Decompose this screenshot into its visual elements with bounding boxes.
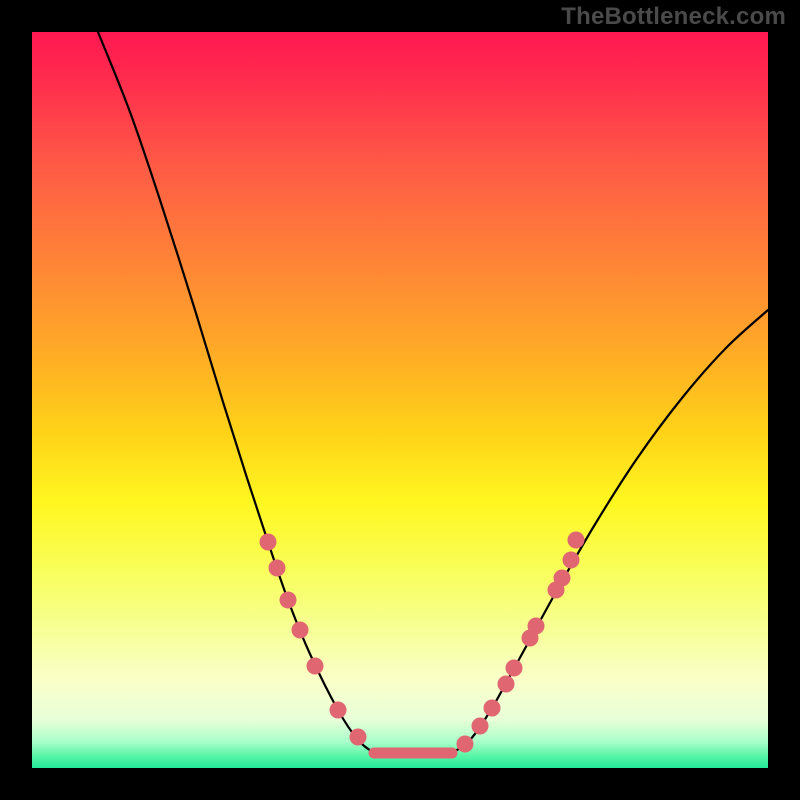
plot-area xyxy=(32,32,768,768)
chart-container: TheBottleneck.com xyxy=(0,0,800,800)
marker-right xyxy=(554,570,571,587)
marker-left xyxy=(330,702,347,719)
marker-right xyxy=(568,532,585,549)
marker-right xyxy=(457,736,474,753)
watermark-text: TheBottleneck.com xyxy=(561,3,786,31)
marker-right xyxy=(472,718,489,735)
marker-right xyxy=(484,700,501,717)
marker-left xyxy=(350,729,367,746)
marker-left xyxy=(307,658,324,675)
marker-right xyxy=(506,660,523,677)
marker-left xyxy=(269,560,286,577)
marker-left xyxy=(260,534,277,551)
marker-right xyxy=(528,618,545,635)
marker-right xyxy=(498,676,515,693)
marker-left xyxy=(280,592,297,609)
chart-svg xyxy=(0,0,800,800)
marker-right xyxy=(563,552,580,569)
marker-left xyxy=(292,622,309,639)
